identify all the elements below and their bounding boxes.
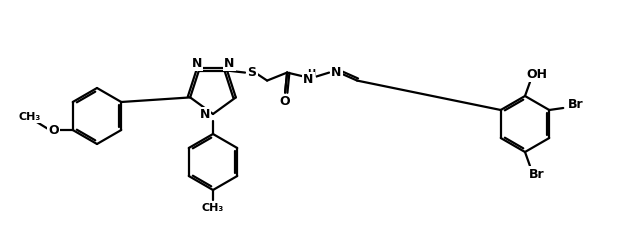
- Text: CH₃: CH₃: [202, 203, 224, 213]
- Text: O: O: [280, 95, 291, 108]
- Text: N: N: [200, 108, 210, 121]
- Text: Br: Br: [529, 167, 545, 181]
- Text: N: N: [303, 73, 314, 86]
- Text: N: N: [224, 57, 234, 70]
- Text: Br: Br: [568, 98, 583, 112]
- Text: O: O: [49, 123, 59, 136]
- Text: CH₃: CH₃: [19, 112, 41, 122]
- Text: S: S: [248, 66, 257, 79]
- Text: N: N: [331, 66, 341, 79]
- Text: N: N: [192, 57, 202, 70]
- Text: H: H: [307, 68, 315, 79]
- Text: OH: OH: [527, 68, 547, 81]
